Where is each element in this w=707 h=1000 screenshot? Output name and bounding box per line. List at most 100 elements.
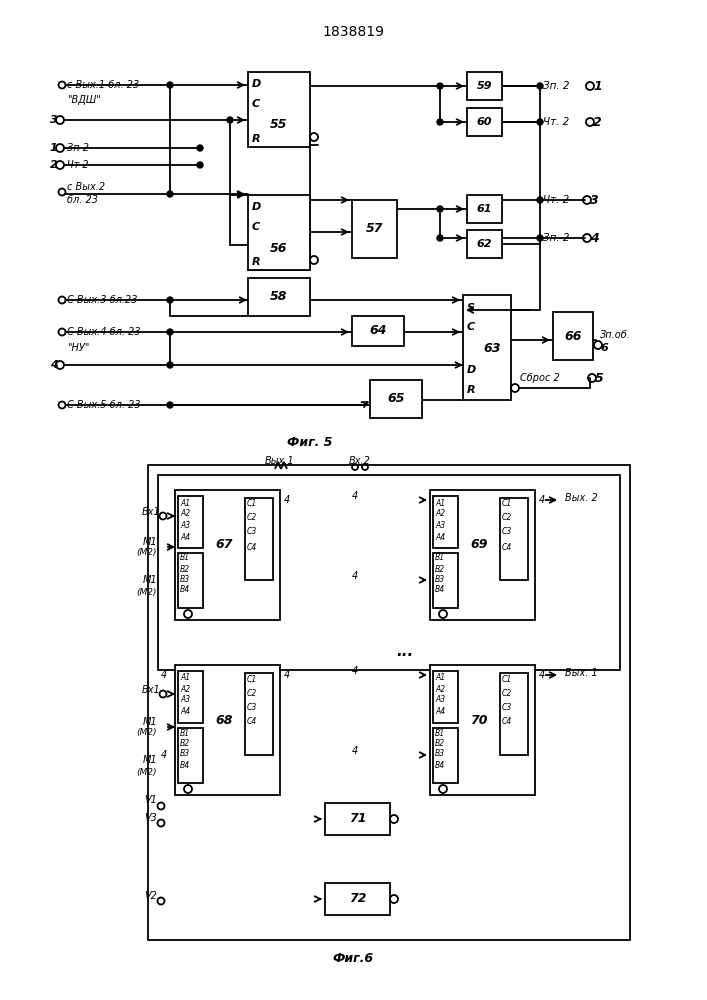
Bar [500,498,528,580]
Text: A2: A2 [435,510,445,518]
Text: Зп 2: Зп 2 [67,143,89,153]
Text: A1: A1 [435,498,445,508]
Text: "ВДШ": "ВДШ" [67,95,101,105]
Text: 1838819: 1838819 [322,25,384,39]
Text: 1: 1 [593,80,602,93]
Text: Вых.1: Вых.1 [265,456,295,466]
Text: 4: 4 [352,571,358,581]
Text: A4: A4 [180,532,190,542]
Text: M1: M1 [142,537,157,547]
Bar [245,673,273,755]
Text: A1: A1 [435,674,445,682]
Text: М1: М1 [142,717,157,727]
Text: C2: C2 [502,514,513,522]
Text: D: D [467,365,477,375]
Text: D: D [252,202,262,212]
Text: B3: B3 [435,750,445,758]
Text: 4: 4 [539,495,545,505]
Bar [463,295,511,400]
Text: B2: B2 [180,740,190,748]
Text: 4: 4 [160,750,167,760]
Bar [325,803,390,835]
Text: 59: 59 [477,81,492,91]
Text: 70: 70 [470,714,488,726]
Bar [467,72,502,100]
Text: B2: B2 [180,564,190,574]
Text: C: C [467,322,475,332]
Text: (М2): (М2) [136,548,157,558]
Text: 57: 57 [366,223,383,235]
Bar [433,671,458,723]
Bar [430,490,535,620]
Text: C3: C3 [502,702,513,712]
Bar [158,475,620,670]
Bar [467,195,502,223]
Circle shape [167,402,173,408]
Text: C3: C3 [247,528,257,536]
Text: (М2): (М2) [136,587,157,596]
Bar [248,72,310,147]
Text: A4: A4 [435,532,445,542]
Text: A1: A1 [180,498,190,508]
Bar [175,665,280,795]
Text: B4: B4 [435,760,445,770]
Text: B4: B4 [180,585,190,594]
Text: C2: C2 [502,688,513,698]
Text: C2: C2 [247,688,257,698]
Bar [467,108,502,136]
Text: 5: 5 [595,371,604,384]
Text: 67: 67 [215,538,233,552]
Text: 2: 2 [593,115,602,128]
Text: V1: V1 [144,795,157,805]
Text: Вых. 2: Вых. 2 [565,493,597,503]
Text: C4: C4 [247,542,257,552]
Text: 3: 3 [590,194,599,207]
Text: 65: 65 [387,392,404,406]
Bar [248,278,310,316]
Text: С Вых.5 бл. 23: С Вых.5 бл. 23 [67,400,141,410]
Text: Чт 2: Чт 2 [67,160,88,170]
Bar [433,496,458,548]
Text: 71: 71 [349,812,366,826]
Text: A4: A4 [180,708,190,716]
Circle shape [537,197,543,203]
Text: 4: 4 [160,670,167,680]
Text: 60: 60 [477,117,492,127]
Text: B1: B1 [435,728,445,738]
Text: C: C [252,99,260,109]
Text: 61: 61 [477,204,492,214]
Text: 4: 4 [352,746,358,756]
Circle shape [197,145,203,151]
Text: M1: M1 [142,575,157,585]
Text: 69: 69 [470,538,488,552]
Text: 62: 62 [477,239,492,249]
Bar [148,465,630,940]
Text: C4: C4 [247,718,257,726]
Text: Зп. 2: Зп. 2 [543,81,570,91]
Text: A3: A3 [435,520,445,530]
Text: B1: B1 [180,728,190,738]
Text: V2: V2 [144,891,157,901]
Circle shape [537,119,543,125]
Bar [500,673,528,755]
Text: C4: C4 [502,718,513,726]
Text: R: R [252,134,261,144]
Text: (М2): (М2) [136,728,157,738]
Circle shape [167,82,173,88]
Text: A2: A2 [435,684,445,694]
Circle shape [197,162,203,168]
Text: 66: 66 [564,330,582,342]
Text: 2: 2 [50,160,58,170]
Circle shape [537,235,543,241]
Text: C2: C2 [247,514,257,522]
Text: B4: B4 [180,760,190,770]
Bar [178,728,203,783]
Text: Фиг.6: Фиг.6 [332,952,373,964]
Bar [178,553,203,608]
Circle shape [227,117,233,123]
Bar [467,230,502,258]
Text: Сброс 2: Сброс 2 [520,373,560,383]
Text: B1: B1 [180,554,190,562]
Text: D: D [252,79,262,89]
Text: С Вых.4 бл. 23: С Вых.4 бл. 23 [67,327,141,337]
